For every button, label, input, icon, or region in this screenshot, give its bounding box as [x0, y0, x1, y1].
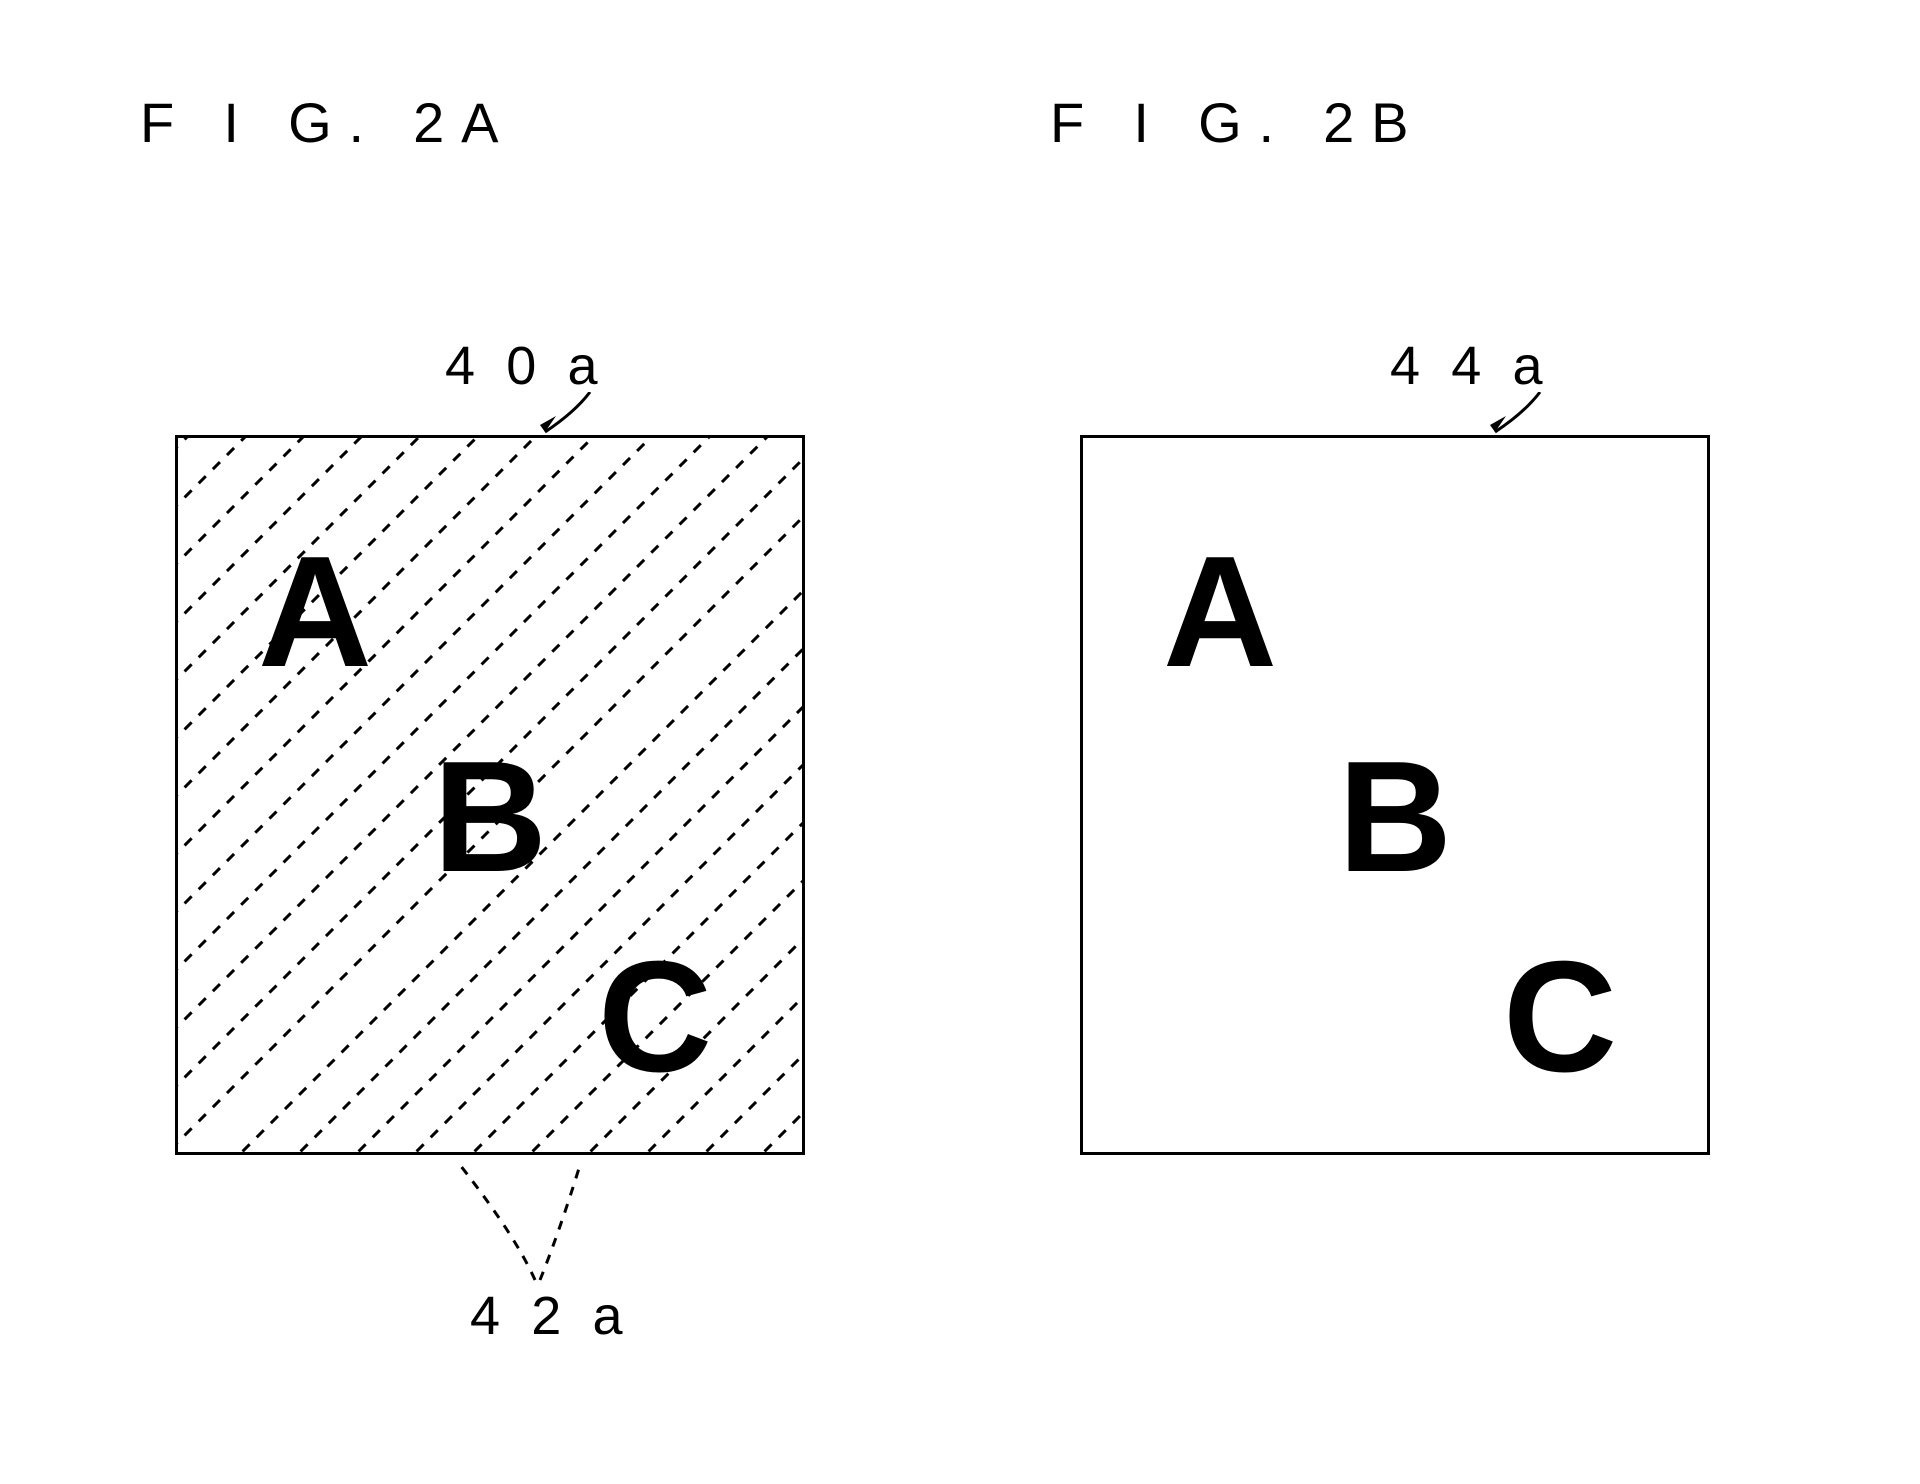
ref-label-40a: 4 0 a — [445, 335, 606, 397]
letter-b-left: B — [433, 738, 547, 896]
figure-title-2a: F I G. 2A — [140, 90, 515, 155]
letter-c-left: C — [598, 938, 712, 1096]
box-44a-container: A B C — [1080, 435, 1710, 1155]
letter-c-right: C — [1503, 938, 1617, 1096]
leader-44a — [1470, 392, 1560, 442]
letter-a-left: A — [258, 533, 372, 691]
leader-40a — [520, 392, 610, 442]
figure-title-2b: F I G. 2B — [1050, 90, 1425, 155]
letter-a-right: A — [1163, 533, 1277, 691]
ref-label-42a: 4 2 a — [470, 1285, 631, 1347]
ref-label-44a: 4 4 a — [1390, 335, 1551, 397]
leader-42a — [440, 1155, 640, 1285]
box-44a: A B C — [1080, 435, 1710, 1155]
box-40a-container: A B C — [175, 435, 805, 1155]
letter-b-right: B — [1338, 738, 1452, 896]
box-40a: A B C — [175, 435, 805, 1155]
